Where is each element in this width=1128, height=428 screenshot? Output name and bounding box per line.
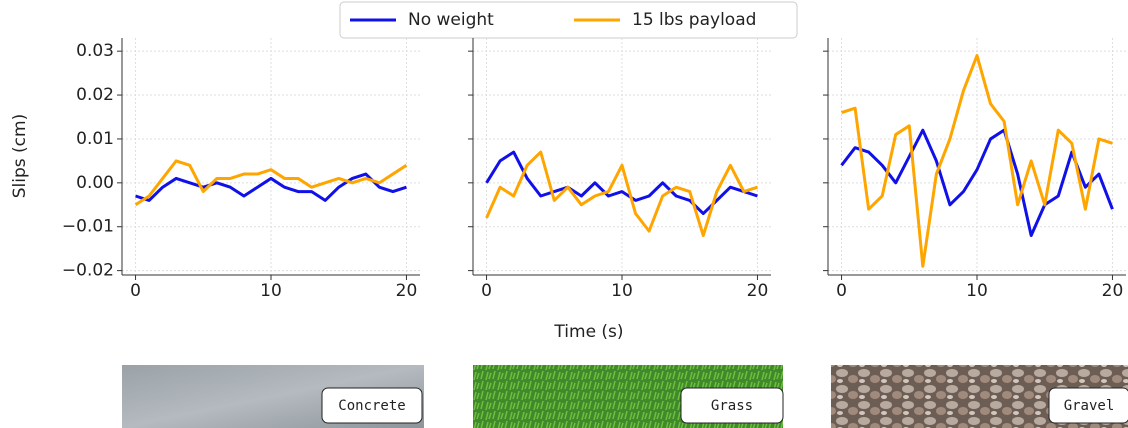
x-tick-label: 10: [611, 281, 633, 301]
series-line: [134, 159, 408, 207]
x-tick-label: 10: [260, 281, 282, 301]
annotation: Concrete: [338, 398, 405, 414]
y-axis-label: Slips (cm): [10, 114, 30, 198]
annotation-box: [1048, 387, 1128, 424]
legend-label: No weight: [408, 10, 494, 30]
y-tick-label: 0.01: [76, 129, 114, 149]
x-tick-label: 20: [1102, 281, 1124, 301]
x-tick-label: 0: [130, 281, 141, 301]
x-tick-label: 20: [747, 281, 769, 301]
annotation: Gravel: [1064, 398, 1115, 414]
y-tick-label: −0.01: [62, 217, 114, 237]
annotation: Grass: [711, 398, 753, 414]
legend-label: 15 lbs payload: [632, 10, 756, 30]
legend-box: [339, 1, 798, 39]
x-tick-label: 0: [481, 281, 492, 301]
x-tick-label: 20: [396, 281, 418, 301]
x-tick-label: 10: [966, 281, 988, 301]
y-tick-label: 0.02: [76, 85, 114, 105]
series-line: [841, 54, 1113, 268]
y-tick-label: 0.03: [76, 41, 114, 61]
y-tick-label: 0.00: [76, 173, 114, 193]
series-line: [485, 150, 758, 237]
x-tick-label: 0: [836, 281, 847, 301]
series-line: [135, 172, 407, 202]
annotation-box: [321, 387, 423, 424]
x-axis-label: Time (s): [553, 322, 623, 342]
y-tick-label: −0.02: [62, 261, 114, 281]
annotation-box: [680, 387, 784, 424]
